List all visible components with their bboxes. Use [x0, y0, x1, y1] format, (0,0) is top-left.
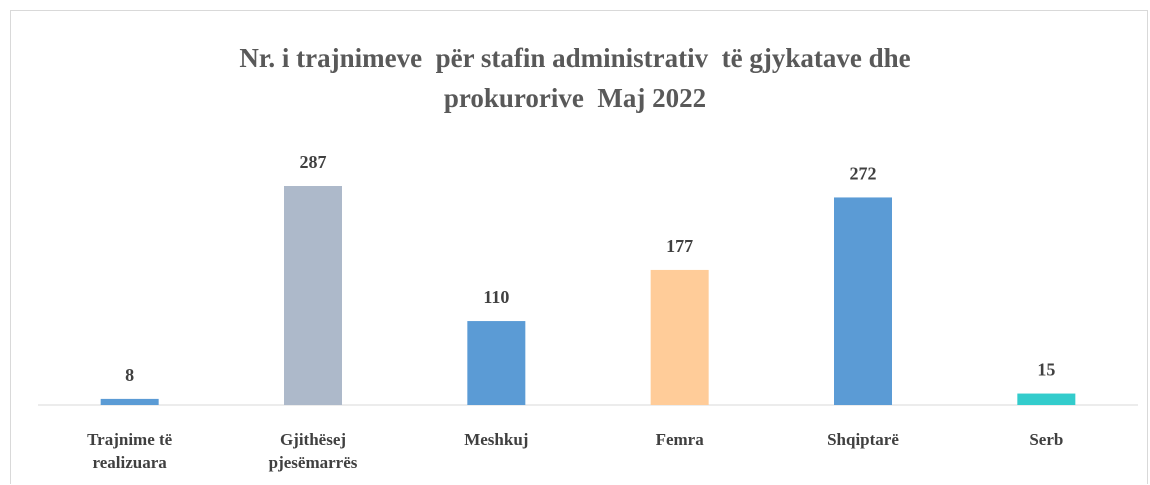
bar — [100, 398, 159, 405]
chart-title: Nr. i trajnimeve për stafin administrati… — [239, 43, 918, 113]
bar — [650, 269, 709, 405]
x-tick-label: Trajnime të realizuara — [87, 430, 173, 472]
x-tick-label: Shqiptarë — [827, 430, 899, 449]
data-label: 287 — [300, 152, 327, 172]
chart-frame — [10, 10, 1148, 484]
data-label: 15 — [1037, 360, 1055, 380]
data-label: 110 — [483, 287, 509, 307]
bar — [467, 321, 526, 405]
bar — [834, 197, 892, 405]
x-tick-label: Serb — [1029, 430, 1064, 449]
data-label: 8 — [125, 365, 134, 385]
data-label: 272 — [850, 163, 877, 183]
data-label: 177 — [666, 236, 693, 256]
x-tick-label: Gjithësej pjesëmarrës — [268, 430, 358, 472]
bar — [284, 186, 342, 405]
x-tick-label: Femra — [655, 430, 704, 449]
x-tick-label: Meshkuj — [464, 430, 529, 449]
bar — [1017, 393, 1076, 405]
